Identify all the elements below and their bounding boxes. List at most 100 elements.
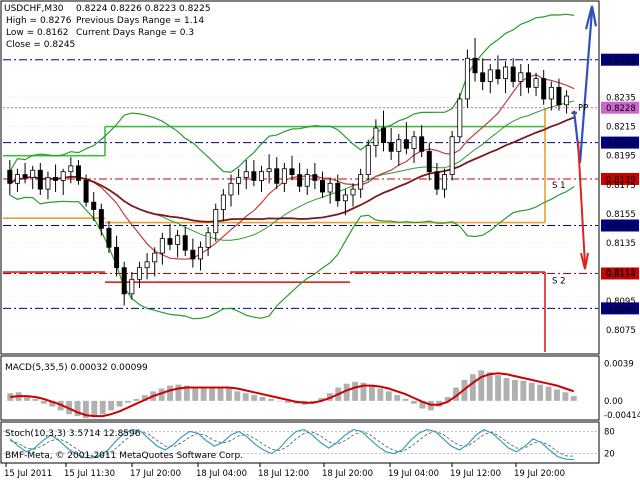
candle-body [121,267,127,295]
candle-body [358,174,364,190]
candle-body [197,246,203,260]
info-high: High = 0.8276 [6,16,72,26]
macd-histogram-bar [200,388,207,401]
candle-body [419,136,425,152]
macd-histogram-bar [394,395,401,401]
macd-histogram-bar [570,396,577,401]
candle-body [503,66,509,80]
candle-body [243,171,249,178]
price-tick-label: 0.8155 [606,210,636,220]
macd-histogram-bar [183,385,190,401]
macd-histogram-bar [554,389,560,401]
candle-body [68,165,74,173]
macd-histogram-bar [419,400,426,409]
level-label: 0.8261 [606,56,636,66]
level-label-box [601,101,639,114]
candle-body [312,174,318,181]
macd-histogram-bar [352,381,359,401]
macd-histogram-bar [251,395,258,401]
stoch-tick-label: 80 [604,427,615,437]
candle-body [98,209,104,229]
info-low: Low = 0.8162 [6,28,68,38]
candle-body [53,177,59,181]
candle-body [533,78,539,88]
macd-histogram-bar [141,395,148,401]
candle-body [258,171,264,181]
candle-body [129,278,135,295]
candle-body [541,78,547,100]
level-label-box [601,302,639,315]
macd-histogram-bar [276,400,283,402]
candle-body [525,72,531,88]
macd-histogram-bar [125,400,131,403]
macd-histogram-bar [528,382,535,401]
candle-body [304,174,310,187]
macd-histogram-bar [91,400,98,418]
candle-body [289,168,295,175]
bollinger-lower [9,185,575,320]
candle-body [548,86,554,100]
pivot-tag: S 2 [552,277,566,287]
candle-body [396,139,402,152]
candle-body [114,246,120,269]
time-tick-label: 19 Jul 04:00 [388,469,439,479]
macd-tick-label: 0.00 [604,397,623,407]
level-label: 0.8204 [606,139,636,149]
price-tick-label: 0.8135 [606,239,636,249]
info-curr-range: Current Days Range = 0.3 [76,28,194,38]
candle-body [220,194,226,210]
candle-body [426,150,432,173]
macd-histogram-bar [234,391,241,401]
candle-body [342,194,348,202]
macd-histogram-bar [503,378,510,401]
macd-histogram-bar [82,400,89,418]
forecast-arrows [573,5,598,270]
candle-body [297,174,303,187]
macd-header: MACD(5,35,5) 0.00032 0.00099 [5,363,148,373]
stochastic-series: 80 20 [3,427,615,461]
stoch-tick-label: 20 [604,450,615,460]
candle-body [365,145,371,175]
candle-body [434,171,440,190]
macd-histogram-bar [360,382,367,401]
level-label-box [601,172,639,185]
candlestick-series [7,37,577,306]
candle-body [152,252,158,263]
level-label: 0.8228 [606,104,636,114]
macd-histogram-bar [175,384,182,401]
price-tick-label: 0.8195 [606,152,636,162]
candle-body [182,235,188,251]
macd-histogram-bar [74,400,81,417]
ma-slow [9,116,575,223]
macd-histogram-bar [40,400,47,404]
candle-body [373,127,379,146]
stoch-d-line [9,430,574,458]
candle-body [75,165,81,181]
candle-body [335,182,341,202]
macd-histogram-bar [225,388,232,401]
time-axis: 15 Jul 2011 15 Jul 11:30 17 Jul 20:00 18 Ju… [4,463,565,479]
macd-histogram-bar [318,398,325,401]
candle-body [205,232,211,248]
price-tick-label: 0.8175 [606,181,636,191]
candle-body [228,182,234,196]
time-tick-label: 17 Jul 20:00 [130,469,181,479]
macd-panel-frame [0,355,600,421]
candle-body [464,57,470,100]
candle-body [487,69,493,82]
info-close: Close = 0.8245 [6,40,75,50]
price-axis: 0.8261 0.8228 0.8204 0.8179 0.8147 0.8114 0.80… [601,53,639,336]
pivot-tag: S 1 [552,181,566,191]
candle-body [564,95,570,106]
level-label-box [601,53,639,66]
candle-body [91,201,97,210]
macd-histogram-bar [385,391,392,401]
candle-body [449,136,455,175]
macd-histogram-bar [49,400,56,407]
stoch-panel-frame [0,421,600,464]
candle-body [175,235,181,245]
candle-body [281,168,287,184]
candle-body [510,66,516,82]
stoch-header: Stoch(10,3,3) 3.5714 12.8596 [5,429,141,439]
